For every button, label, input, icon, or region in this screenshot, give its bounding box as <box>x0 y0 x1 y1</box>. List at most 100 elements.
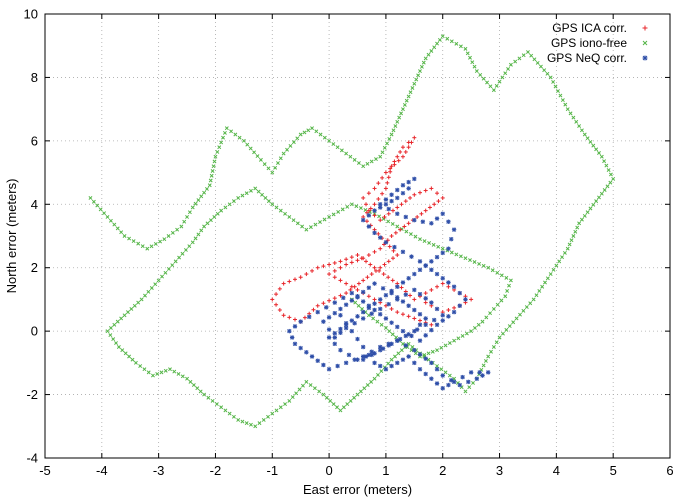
trace-point <box>227 202 232 207</box>
trace-point <box>432 202 437 207</box>
x-tick-label: 2 <box>439 463 446 478</box>
y-tick-label: 4 <box>31 197 38 212</box>
trace-point <box>130 357 135 362</box>
data-point <box>463 256 468 261</box>
trace-point <box>166 267 171 271</box>
data-point <box>344 281 349 286</box>
data-point <box>457 382 462 388</box>
trace-point <box>368 262 373 267</box>
trace-point <box>172 369 177 374</box>
data-point <box>469 329 474 334</box>
trace-point <box>386 259 391 264</box>
data-point <box>224 126 229 131</box>
trace-point <box>196 232 201 237</box>
trace-point <box>406 314 411 319</box>
trace-point <box>274 292 279 297</box>
data-point <box>565 107 570 112</box>
data-point <box>190 240 195 245</box>
data-point <box>395 338 400 343</box>
trace-point <box>568 111 573 116</box>
trace-point <box>390 278 395 283</box>
trace-point <box>338 265 343 270</box>
trace-point <box>419 211 424 216</box>
data-point <box>395 253 400 258</box>
trace-point <box>202 190 207 195</box>
trace-point <box>420 219 426 224</box>
trace-point <box>332 275 337 280</box>
data-point <box>395 360 400 366</box>
trace-point <box>392 162 397 167</box>
trace-point <box>338 326 343 332</box>
trace-point <box>435 284 440 289</box>
data-point <box>315 309 320 315</box>
data-point <box>429 322 434 327</box>
data-point <box>309 354 315 359</box>
trace-point <box>261 417 266 422</box>
data-point <box>213 154 218 159</box>
trace-point <box>355 287 360 292</box>
trace-point <box>372 301 377 306</box>
data-point <box>503 294 508 299</box>
trace-point <box>403 214 408 220</box>
data-point <box>332 300 337 305</box>
trace-point <box>545 276 550 281</box>
trace-point <box>521 308 526 313</box>
trace-point <box>437 37 442 42</box>
trace-point <box>399 348 404 353</box>
trace-point <box>440 318 445 323</box>
trace-point <box>410 86 415 90</box>
trace-point <box>567 242 572 247</box>
data-point <box>429 376 434 381</box>
trace-point <box>293 317 297 322</box>
data-point <box>355 357 360 362</box>
trace-point <box>579 217 584 222</box>
trace-point <box>421 60 426 65</box>
trace-point <box>177 255 182 260</box>
legend-marker <box>642 25 648 31</box>
data-point <box>383 202 389 207</box>
data-point <box>395 211 400 216</box>
trace-point <box>340 207 345 212</box>
trace-point <box>466 379 471 385</box>
trace-point <box>409 254 414 259</box>
trace-point <box>395 324 400 330</box>
data-point <box>310 126 314 131</box>
data-point <box>338 259 343 264</box>
data-point <box>514 316 519 321</box>
trace-point <box>114 341 118 345</box>
trace-point <box>327 262 332 267</box>
trace-point <box>132 303 137 308</box>
trace-point <box>146 289 151 294</box>
trace-point <box>308 225 313 230</box>
trace-point <box>182 219 187 224</box>
trace-point <box>398 149 403 154</box>
trace-point <box>393 230 398 235</box>
trace-point <box>222 130 227 135</box>
trace-point <box>408 195 413 200</box>
data-point <box>315 265 320 270</box>
trace-point <box>257 421 262 426</box>
data-point <box>446 246 451 251</box>
data-point <box>105 329 110 334</box>
trace-point <box>180 374 185 379</box>
trace-point <box>364 202 369 207</box>
trace-point <box>295 136 300 141</box>
trace-point <box>435 41 439 46</box>
trace-point <box>295 221 300 226</box>
data-point <box>355 253 360 258</box>
trace-point <box>288 143 293 148</box>
trace-point <box>266 414 270 419</box>
trace-point <box>214 402 219 407</box>
data-point <box>219 405 224 410</box>
trace-point <box>233 132 238 137</box>
trace-point <box>321 362 326 368</box>
trace-point <box>358 389 363 394</box>
data-point <box>400 154 405 159</box>
trace-point <box>439 345 444 350</box>
trace-point <box>403 149 408 154</box>
trace-point <box>418 69 422 74</box>
trace-point <box>346 352 352 358</box>
